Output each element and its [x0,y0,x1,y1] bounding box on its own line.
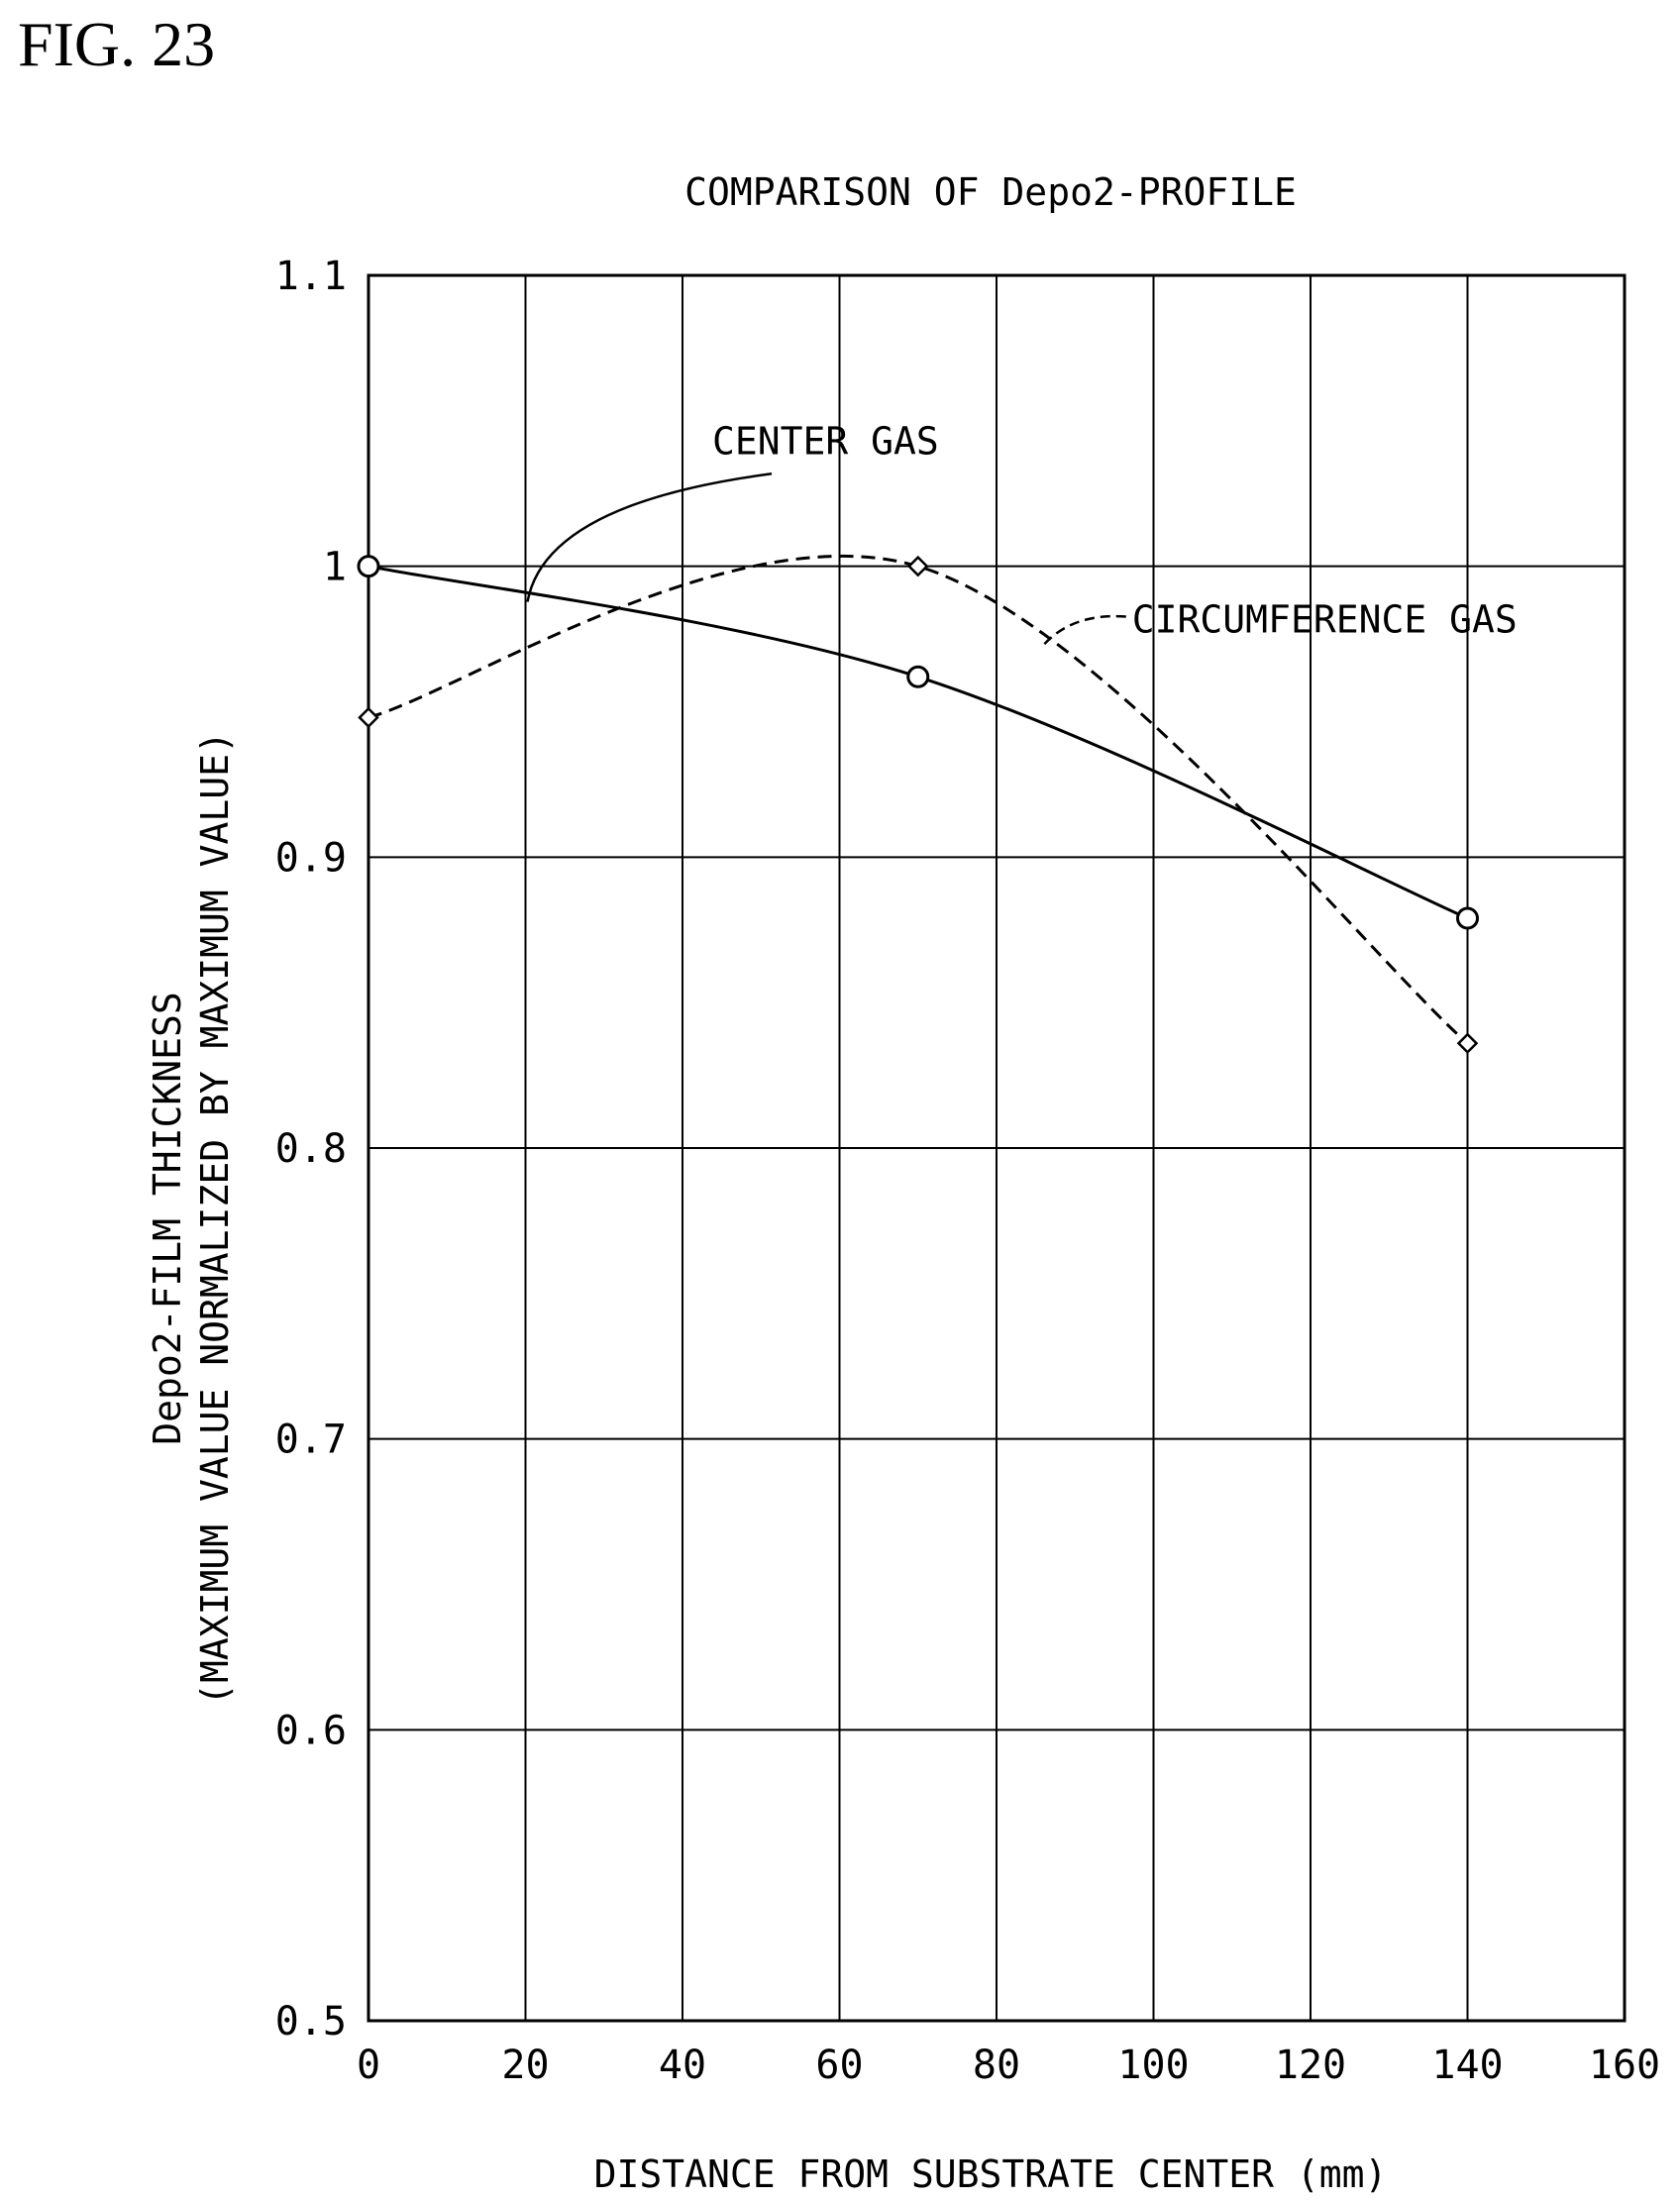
y-tick-label: 1.1 [275,254,347,299]
y-axis-label-line1: Depo2-FILM THICKNESS [146,992,189,1445]
y-axis-label-line2: (MAXIMUM VALUE NORMALIZED BY MAXIMUM VAL… [193,731,237,1706]
figure-label: FIG. 23 [18,9,215,79]
x-tick-label: 60 [815,2043,863,2088]
series-label-0: CENTER GAS [712,419,939,463]
y-tick-label: 0.8 [275,1126,347,1172]
x-tick-label: 120 [1275,2043,1346,2088]
y-tick-label: 0.6 [275,1708,347,1753]
x-tick-label: 0 [357,2043,380,2088]
x-tick-label: 160 [1589,2043,1660,2088]
series-label-leader [1042,614,1126,646]
data-point-circle [906,665,930,688]
y-tick-label: 0.9 [275,835,347,881]
y-tick-label: 0.5 [275,1999,347,2045]
plot-frame [367,273,1627,2023]
markers [357,555,1479,1055]
y-tick-label: 0.7 [275,1417,347,1463]
data-point-diamond [358,706,379,729]
series-line-1 [368,554,1469,1045]
data-point-circle [1456,906,1479,930]
x-axis-label: DISTANCE FROM SUBSTRATE CENTER (mm) [594,2152,1388,2196]
x-tick-label: 20 [501,2043,549,2088]
x-tick-label: 100 [1117,2043,1189,2088]
data-point-diamond [906,555,929,577]
data-point-circle [357,555,380,578]
x-tick-label: 140 [1431,2043,1503,2088]
series-label-leader [526,472,773,602]
chart-title: COMPARISON OF Depo2-PROFILE [684,170,1297,214]
x-tick-label: 80 [973,2043,1020,2088]
grid [367,273,1627,2023]
series-label-1: CIRCUMFERENCE GAS [1132,598,1518,642]
y-tick-label: 1 [323,545,347,590]
annotations: CENTER GAS CIRCUMFERENCE GAS [526,419,1518,646]
tick-labels: 0 20 40 60 80 100 120 140 160 0.5 0.6 0.7 0.8 0.9 1 1.1 [275,254,1660,2088]
x-tick-label: 40 [659,2043,706,2088]
data-point-diamond [1456,1032,1479,1055]
